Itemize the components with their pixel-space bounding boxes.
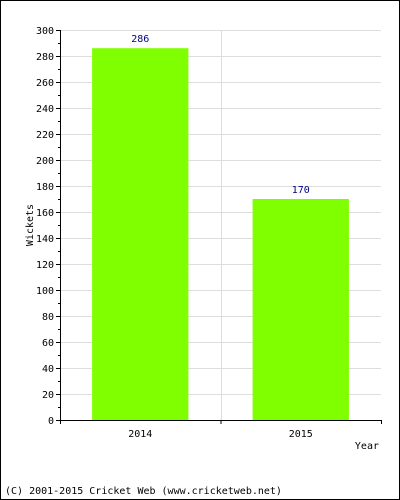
data-label: 286 (131, 34, 149, 45)
x-tick-label: 2015 (289, 429, 313, 440)
bar (92, 48, 189, 420)
y-tick-label: 200 (36, 156, 54, 167)
y-tick-label: 240 (36, 104, 54, 115)
y-tick-label: 40 (42, 364, 54, 375)
bars (92, 48, 349, 420)
bar (252, 199, 349, 420)
y-tick-label: 120 (36, 260, 54, 271)
x-tick-label: 2014 (128, 429, 152, 440)
y-tick-label: 140 (36, 234, 54, 245)
y-tick-label: 220 (36, 130, 54, 141)
y-tick-label: 80 (42, 312, 54, 323)
axes (56, 30, 382, 424)
y-tick-label: 260 (36, 78, 54, 89)
x-axis-label: Year (355, 441, 379, 452)
data-label: 170 (292, 185, 310, 196)
labels: 0 20 40 60 80 100 120 140 160 180 200 220 240 260 280 3… (36, 26, 313, 440)
y-axis-label: Wickets (25, 204, 36, 246)
y-tick-label: 280 (36, 52, 54, 63)
y-tick-label: 20 (42, 390, 54, 401)
y-tick-label: 60 (42, 338, 54, 349)
y-tick-label: 180 (36, 182, 54, 193)
y-tick-label: 160 (36, 208, 54, 219)
y-tick-label: 0 (48, 416, 54, 427)
y-tick-label: 100 (36, 286, 54, 297)
copyright-footer: (C) 2001-2015 Cricket Web (www.cricketwe… (5, 486, 282, 497)
y-tick-label: 300 (36, 26, 54, 37)
